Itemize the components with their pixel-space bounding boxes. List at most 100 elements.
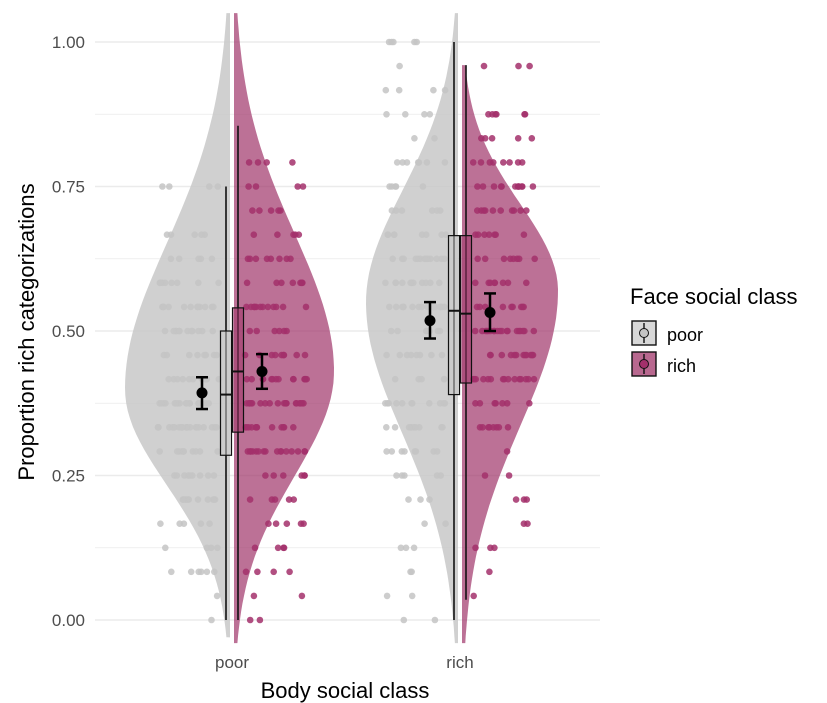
data-point (157, 520, 164, 527)
data-point (301, 448, 309, 455)
data-point (186, 351, 193, 359)
data-point (169, 424, 177, 431)
data-point (395, 86, 403, 94)
data-point (245, 183, 252, 190)
data-point (383, 448, 390, 455)
mean-point (484, 307, 496, 319)
data-point (253, 327, 260, 335)
legend-label-poor: poor (667, 325, 703, 345)
data-point (412, 424, 420, 431)
data-point (263, 159, 271, 166)
data-point (168, 568, 175, 576)
data-point (180, 303, 188, 311)
data-point (414, 159, 422, 166)
data-point (417, 496, 424, 503)
data-point (268, 351, 276, 359)
data-point (439, 424, 446, 431)
data-point (252, 255, 260, 263)
data-point (410, 544, 418, 552)
data-point (166, 183, 173, 190)
data-point (498, 327, 506, 335)
data-point (289, 159, 296, 166)
legend: Face social class poor rich (630, 284, 798, 377)
data-point (469, 159, 477, 166)
data-point (246, 496, 254, 503)
data-point (480, 375, 487, 383)
data-point (525, 375, 532, 383)
data-point (392, 207, 400, 214)
data-point (154, 424, 162, 431)
data-point (165, 375, 172, 383)
data-point (389, 255, 397, 263)
data-point (398, 207, 406, 214)
data-point (289, 375, 297, 383)
data-point (426, 111, 434, 118)
data-point (268, 424, 276, 431)
data-point (473, 303, 481, 311)
data-point (289, 279, 297, 287)
data-point (179, 375, 187, 383)
data-point (474, 207, 481, 214)
data-point (383, 111, 390, 118)
data-point (442, 520, 449, 527)
data-point (204, 472, 212, 479)
data-point (214, 448, 221, 455)
data-point (195, 255, 202, 263)
data-point (203, 568, 211, 576)
data-point (213, 424, 220, 431)
data-point (408, 400, 415, 407)
data-point (208, 424, 216, 431)
data-point (246, 255, 254, 263)
data-point (170, 327, 177, 335)
data-point (191, 231, 198, 238)
data-point (390, 231, 398, 238)
data-point (280, 424, 288, 431)
data-point (504, 327, 511, 335)
data-point (419, 183, 427, 190)
data-point (183, 400, 190, 407)
data-point (181, 496, 189, 503)
data-point (411, 38, 418, 46)
data-point (394, 327, 401, 335)
data-point (521, 351, 529, 359)
data-point (385, 400, 393, 407)
data-point (262, 448, 269, 455)
data-point (474, 183, 481, 190)
data-point (408, 592, 416, 600)
data-point (187, 303, 194, 311)
data-point (283, 400, 290, 407)
data-point (274, 544, 282, 552)
data-point (384, 231, 392, 238)
legend-title: Face social class (630, 284, 798, 309)
data-point (194, 303, 201, 311)
data-point (279, 303, 287, 311)
data-point (192, 424, 200, 431)
data-point (474, 255, 482, 263)
data-point (185, 375, 193, 383)
data-point (391, 424, 399, 431)
data-point (472, 279, 479, 287)
data-point (210, 472, 218, 479)
data-point (263, 255, 271, 263)
data-point (290, 231, 297, 238)
data-point (162, 544, 169, 552)
data-point (195, 279, 202, 287)
data-point (161, 327, 169, 335)
data-point (485, 279, 493, 287)
data-point (531, 255, 538, 263)
data-point (517, 207, 524, 214)
data-point (177, 424, 185, 431)
data-point (215, 279, 222, 287)
data-point (421, 520, 428, 527)
data-point (206, 520, 213, 527)
data-point (430, 303, 437, 311)
data-point (485, 111, 492, 118)
data-point (256, 207, 263, 214)
data-point (264, 303, 272, 311)
data-point (509, 303, 516, 311)
data-point (481, 207, 489, 214)
data-point (280, 472, 287, 479)
data-point (437, 472, 445, 479)
data-point (515, 255, 523, 263)
data-point (507, 351, 515, 359)
